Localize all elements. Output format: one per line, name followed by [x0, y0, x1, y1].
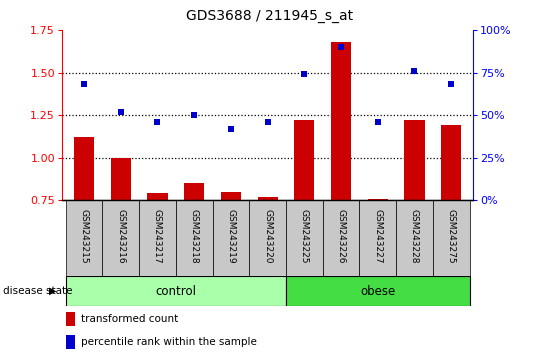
Text: control: control: [155, 285, 196, 298]
Bar: [212, 200, 249, 276]
Point: [447, 82, 455, 87]
Bar: [331, 42, 351, 327]
Text: GSM243216: GSM243216: [116, 209, 125, 264]
Bar: [258, 196, 278, 327]
Text: GSM243225: GSM243225: [300, 209, 309, 264]
Text: GSM243220: GSM243220: [263, 209, 272, 264]
Bar: [323, 200, 360, 276]
Text: GSM243227: GSM243227: [374, 209, 382, 264]
Text: percentile rank within the sample: percentile rank within the sample: [81, 337, 257, 347]
Bar: [66, 276, 286, 306]
Text: obese: obese: [360, 285, 396, 298]
Bar: [360, 200, 396, 276]
Bar: [441, 125, 461, 327]
Bar: [433, 200, 469, 276]
Bar: [139, 200, 176, 276]
Point: [264, 119, 272, 125]
Text: GSM243226: GSM243226: [336, 209, 345, 264]
Point: [80, 82, 88, 87]
Text: ▶: ▶: [49, 286, 57, 296]
Bar: [184, 183, 204, 327]
Text: GSM243215: GSM243215: [80, 209, 88, 264]
Bar: [110, 158, 131, 327]
Point: [190, 112, 198, 118]
Point: [226, 126, 235, 131]
Point: [153, 119, 162, 125]
Bar: [147, 193, 168, 327]
Text: GSM243219: GSM243219: [226, 209, 236, 264]
Bar: [286, 200, 323, 276]
Point: [300, 72, 309, 77]
Point: [116, 109, 125, 114]
Bar: [66, 335, 75, 349]
Point: [410, 68, 419, 74]
Text: GDS3688 / 211945_s_at: GDS3688 / 211945_s_at: [186, 9, 353, 23]
Bar: [74, 137, 94, 327]
Bar: [176, 200, 212, 276]
Point: [374, 119, 382, 125]
Text: GSM243217: GSM243217: [153, 209, 162, 264]
Bar: [66, 200, 102, 276]
Point: [337, 44, 345, 50]
Bar: [66, 312, 75, 326]
Text: GSM243275: GSM243275: [447, 209, 455, 264]
Bar: [396, 200, 433, 276]
Bar: [286, 276, 469, 306]
Text: disease state: disease state: [3, 286, 72, 296]
Bar: [102, 200, 139, 276]
Bar: [221, 192, 241, 327]
Bar: [368, 199, 388, 327]
Text: GSM243228: GSM243228: [410, 209, 419, 264]
Bar: [249, 200, 286, 276]
Text: GSM243218: GSM243218: [190, 209, 199, 264]
Bar: [404, 120, 425, 327]
Text: transformed count: transformed count: [81, 314, 178, 324]
Bar: [294, 120, 314, 327]
